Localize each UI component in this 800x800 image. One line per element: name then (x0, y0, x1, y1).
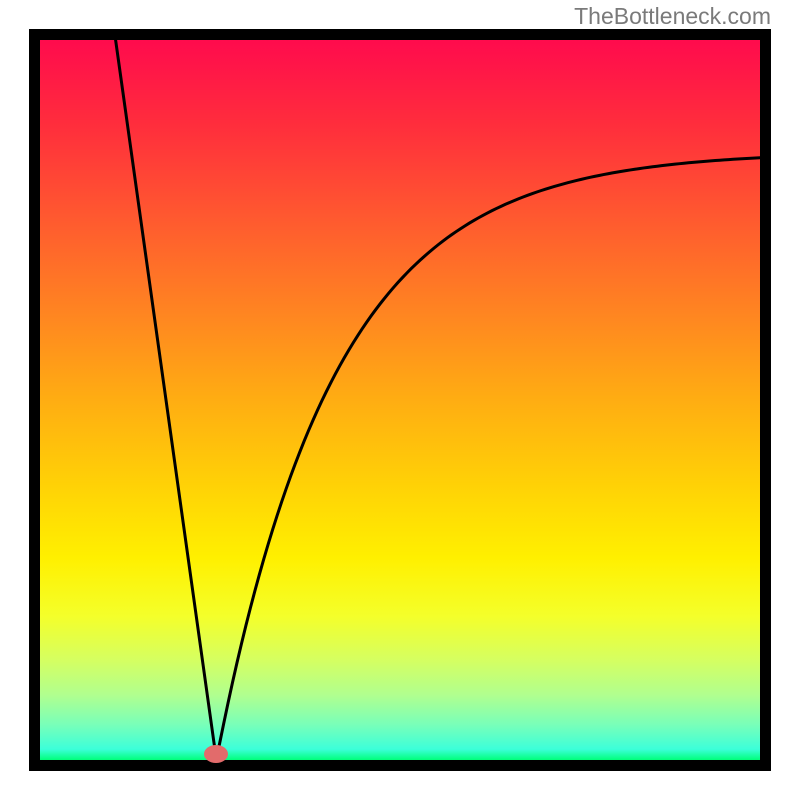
chart-root: TheBottleneck.com (0, 0, 800, 800)
bottleneck-curve (116, 40, 760, 751)
curve-layer (40, 40, 760, 760)
watermark-text: TheBottleneck.com (574, 3, 771, 30)
